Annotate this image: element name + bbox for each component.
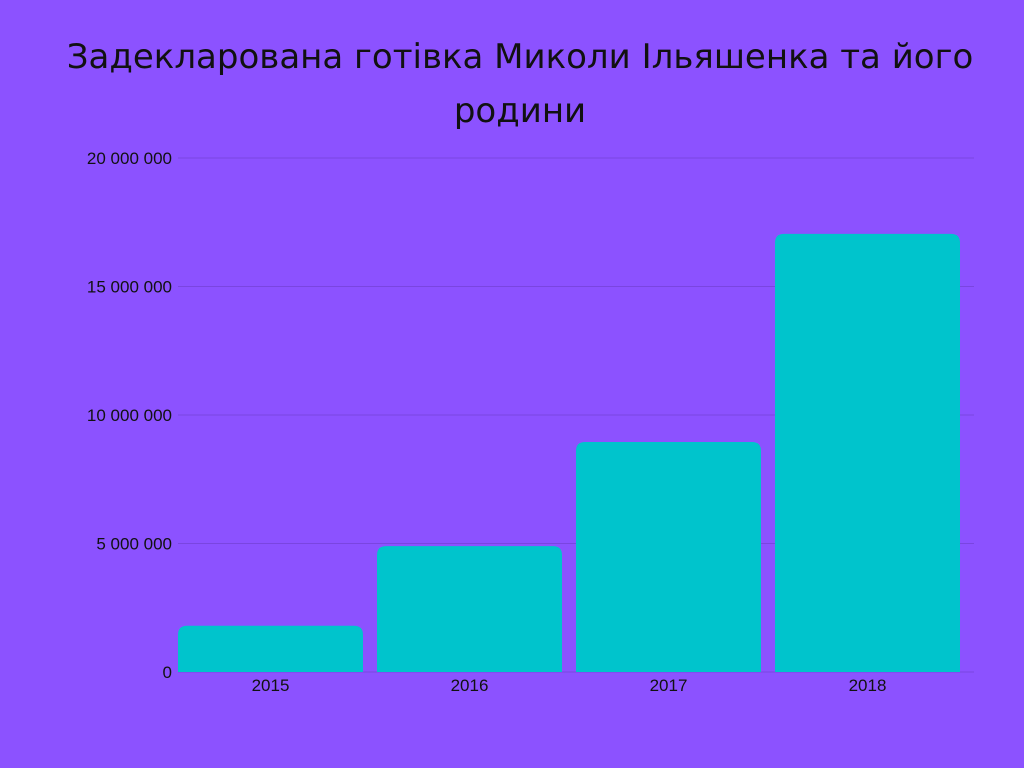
y-tick-label: 20 000 000 [87,149,172,168]
chart-title: Задекларована готівка Миколи Ільяшенка т… [66,37,974,131]
x-axis-ticks: 2015 2016 2017 2018 [252,676,887,695]
x-tick-label: 2017 [650,676,688,695]
y-axis-ticks: 0 5 000 000 10 000 000 15 000 000 20 000 000 [87,149,172,682]
bar-2015 [178,625,363,672]
y-tick-label: 0 [163,663,172,682]
x-tick-label: 2015 [252,676,290,695]
bars [178,233,960,672]
y-tick-label: 15 000 000 [87,278,172,297]
x-tick-label: 2016 [451,676,489,695]
y-tick-label: 5 000 000 [96,535,172,554]
bar-2016 [377,546,562,672]
bar-2017 [576,441,761,672]
x-tick-label: 2018 [849,676,887,695]
y-tick-label: 10 000 000 [87,406,172,425]
bar-2018 [775,233,960,672]
